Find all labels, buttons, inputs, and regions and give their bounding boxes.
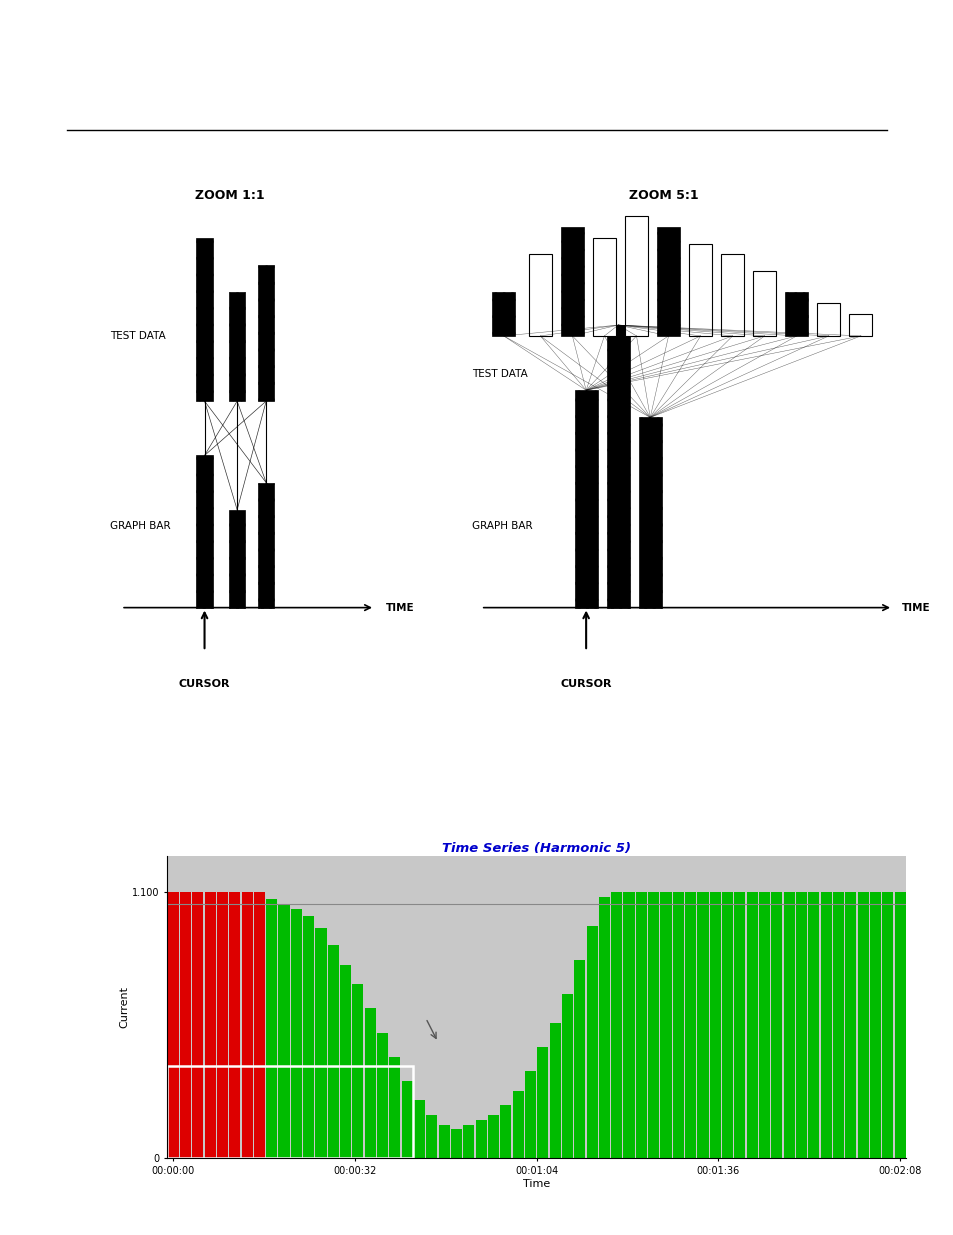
Bar [168, 892, 178, 1158]
Bar [848, 314, 871, 336]
Y-axis label: Current: Current [119, 986, 129, 1029]
Bar [574, 390, 597, 608]
Text: CURSOR: CURSOR [559, 679, 611, 689]
Bar [560, 227, 583, 336]
Text: TEST DATA: TEST DATA [111, 331, 166, 341]
Bar [204, 892, 215, 1158]
Bar [869, 892, 881, 1158]
Bar [278, 904, 290, 1158]
Bar [524, 1071, 536, 1158]
Bar [492, 293, 515, 336]
Text: GRAPH BAR: GRAPH BAR [471, 521, 532, 531]
Bar [426, 1115, 437, 1158]
Bar [192, 892, 203, 1158]
Bar [476, 1120, 486, 1158]
Bar [639, 417, 661, 608]
Text: ZOOM 5:1: ZOOM 5:1 [629, 189, 698, 203]
Bar [487, 1115, 498, 1158]
Bar [672, 892, 683, 1158]
Bar [451, 1129, 461, 1158]
Bar [549, 1023, 560, 1158]
Text: TEST DATA: TEST DATA [471, 369, 527, 379]
Bar [688, 243, 711, 336]
Bar [807, 892, 819, 1158]
Bar [624, 216, 647, 336]
Bar [611, 892, 621, 1158]
Bar [303, 916, 314, 1158]
Text: GRAPH BAR: GRAPH BAR [111, 521, 171, 531]
Bar [561, 994, 573, 1158]
Bar [657, 227, 679, 336]
Bar [635, 892, 646, 1158]
Bar [528, 254, 551, 336]
Bar [499, 1105, 511, 1158]
Bar [659, 892, 671, 1158]
Bar [734, 892, 744, 1158]
Bar [697, 892, 708, 1158]
Text: CURSOR: CURSOR [178, 679, 230, 689]
Bar [753, 270, 776, 336]
Bar [598, 897, 609, 1158]
Bar [759, 892, 769, 1158]
Bar [795, 892, 806, 1158]
Bar [291, 909, 301, 1158]
Bar [352, 984, 363, 1158]
Bar [401, 1081, 413, 1158]
Bar [746, 892, 757, 1158]
Bar [857, 892, 868, 1158]
Bar [894, 892, 904, 1158]
Bar [339, 965, 351, 1158]
Bar [253, 892, 265, 1158]
Bar [586, 926, 597, 1158]
Bar [167, 1067, 413, 1158]
Bar [229, 510, 245, 608]
Bar [266, 899, 277, 1158]
Bar [196, 238, 213, 401]
Bar [771, 892, 781, 1158]
Bar [606, 325, 629, 608]
Bar [709, 892, 720, 1158]
Bar [216, 892, 228, 1158]
Bar [782, 892, 794, 1158]
Bar [180, 892, 191, 1158]
Title: Time Series (Harmonic 5): Time Series (Harmonic 5) [441, 842, 631, 855]
Bar [414, 1100, 425, 1158]
Bar [257, 266, 274, 401]
Bar [196, 456, 213, 608]
Bar [784, 293, 807, 336]
Bar [647, 892, 659, 1158]
Bar [463, 1125, 474, 1158]
Bar [832, 892, 843, 1158]
Bar [438, 1125, 449, 1158]
Bar [721, 892, 733, 1158]
Text: ZOOM 1:1: ZOOM 1:1 [195, 189, 264, 203]
Bar [537, 1047, 548, 1158]
Bar [844, 892, 856, 1158]
Bar [623, 892, 634, 1158]
X-axis label: Time: Time [522, 1179, 550, 1189]
Bar [574, 960, 585, 1158]
Bar [512, 1091, 523, 1158]
Bar [229, 892, 240, 1158]
Bar [820, 892, 831, 1158]
Bar [229, 293, 245, 401]
Bar [817, 304, 840, 336]
Bar [389, 1057, 400, 1158]
Bar [257, 483, 274, 608]
Bar [882, 892, 892, 1158]
Bar [593, 238, 616, 336]
Bar [376, 1032, 388, 1158]
Text: TIME: TIME [902, 603, 930, 613]
Bar [241, 892, 253, 1158]
Bar [684, 892, 696, 1158]
Text: TIME: TIME [385, 603, 414, 613]
Bar [328, 946, 338, 1158]
Bar [720, 254, 743, 336]
Bar [364, 1008, 375, 1158]
Bar [315, 929, 326, 1158]
